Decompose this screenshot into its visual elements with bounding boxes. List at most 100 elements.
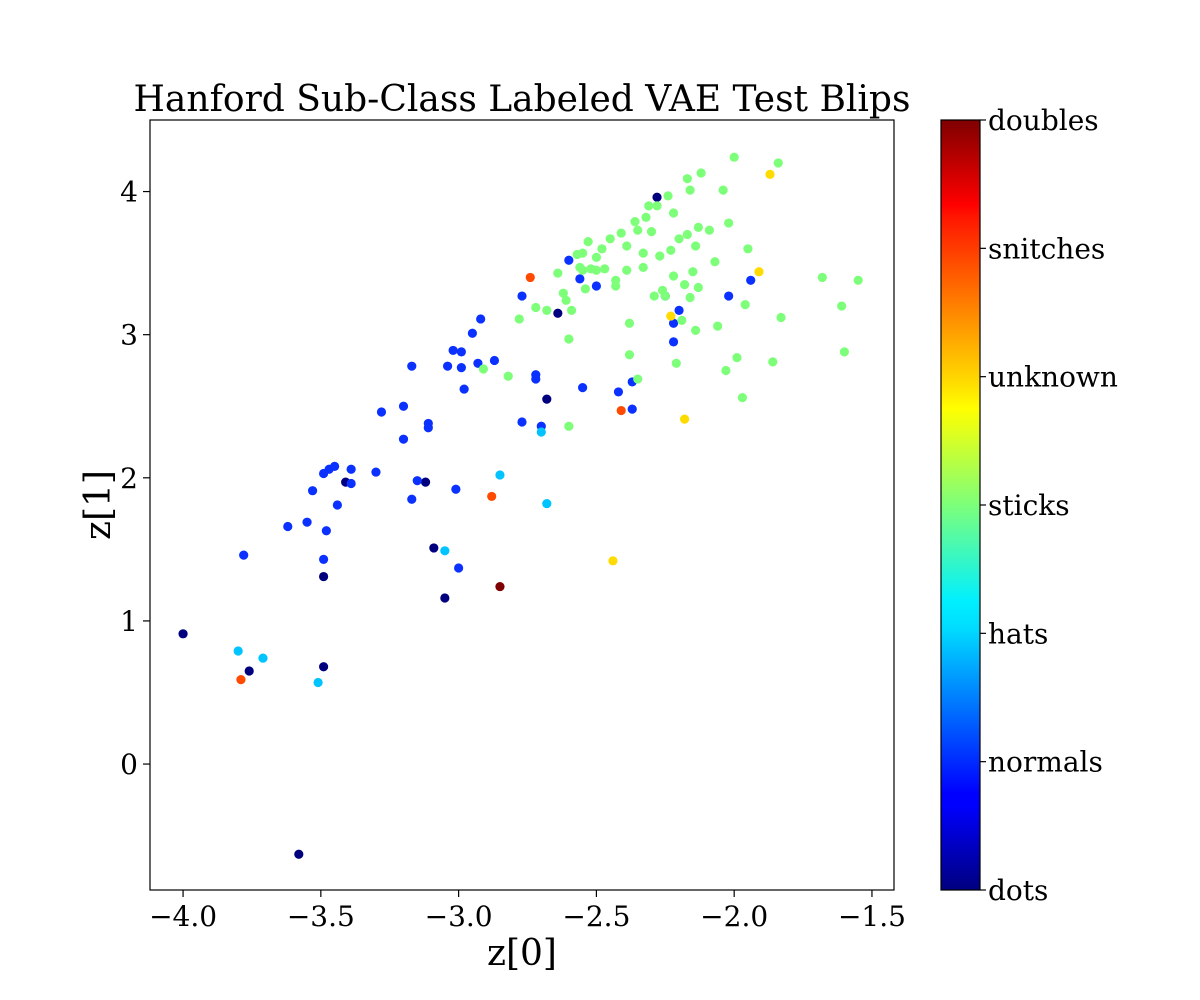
point-normals [459,384,469,394]
point-sticks [633,374,643,384]
point-sticks [713,321,723,331]
point-normals [332,500,342,510]
point-sticks [740,300,750,310]
point-sticks [776,312,786,323]
point-unknown [666,311,676,321]
point-sticks [668,271,679,281]
x-tick-label: −2.0 [700,900,768,933]
point-normals [319,554,329,564]
colorbar-label-normals: normals [988,746,1103,779]
point-snitches [236,675,246,685]
point-sticks [674,234,684,244]
point-sticks [696,168,706,178]
point-normals [613,387,624,397]
point-sticks [682,174,692,184]
point-normals [346,478,356,489]
point-normals [443,361,453,371]
point-sticks [542,305,552,315]
point-sticks [514,314,524,324]
point-hats [258,653,268,663]
point-normals [476,314,486,324]
point-sticks [685,292,695,303]
point-sticks [837,301,847,311]
point-sticks [691,241,701,251]
point-sticks [721,365,731,376]
point-normals [517,417,527,427]
point-sticks [732,352,742,363]
point-hats [495,470,505,480]
colorbar-label-sticks: sticks [988,489,1070,522]
point-sticks [710,257,720,267]
point-snitches [487,491,497,502]
point-normals [668,337,679,347]
colorbar-ticks: dots normals hats sticks unknown snitches doub… [980,104,1118,907]
point-sticks [580,284,590,294]
point-sticks [691,325,701,335]
point-normals [674,305,684,315]
point-sticks [591,252,602,262]
point-dots [652,192,662,202]
point-sticks [649,291,659,301]
point-sticks [478,364,489,374]
point-sticks [578,265,588,275]
point-dots [542,394,552,404]
point-sticks [655,251,665,261]
point-dots [429,543,439,553]
point-sticks [666,245,676,255]
point-sticks [561,295,571,305]
point-dots [244,666,254,676]
point-sticks [633,225,643,235]
x-axis: −4.0 −3.5 −3.0 −2.5 −2.0 −1.5 [149,890,906,933]
point-normals [398,434,409,444]
point-sticks [564,421,574,431]
point-doubles [495,581,505,592]
point-unknown [754,267,764,277]
point-snitches [525,272,535,283]
point-sticks [622,265,632,275]
point-hats [542,498,552,509]
point-sticks [564,334,574,344]
point-sticks [773,158,783,168]
data-points [178,152,863,859]
point-sticks [685,185,695,195]
point-dots [440,593,450,603]
point-normals [456,347,466,357]
point-hats [440,546,450,556]
point-normals [307,486,318,496]
point-dots [294,849,304,859]
point-sticks [611,275,621,285]
point-sticks [558,288,568,298]
point-sticks [668,208,679,218]
colorbar-label-hats: hats [988,617,1048,650]
point-unknown [765,169,775,179]
point-sticks [605,234,615,244]
point-normals [456,363,466,373]
point-unknown [679,414,690,424]
point-dots [319,662,329,672]
point-sticks [646,227,657,237]
point-sticks [553,268,563,278]
point-sticks [567,305,577,315]
point-sticks [688,267,698,277]
y-tick-label: 1 [120,605,138,638]
point-sticks [503,371,513,381]
y-axis-label: z[1] [78,470,119,540]
colorbar-label-unknown: unknown [988,361,1118,394]
point-sticks [663,191,673,201]
point-sticks [624,318,635,328]
x-tick-label: −3.0 [425,900,493,933]
point-sticks [817,272,827,283]
x-tick-label: −4.0 [149,900,217,933]
point-hats [313,677,323,688]
y-tick-label: 0 [120,748,138,781]
x-axis-label: z[0] [487,933,557,974]
point-sticks [853,275,863,285]
point-normals [668,318,679,328]
colorbar-gradient [940,119,981,891]
y-tick-label: 2 [120,462,138,495]
plot-frame [149,119,895,891]
chart-title: Hanford Sub-Class Labeled VAE Test Blips [134,79,911,120]
point-sticks [644,201,654,211]
point-sticks [591,265,602,275]
